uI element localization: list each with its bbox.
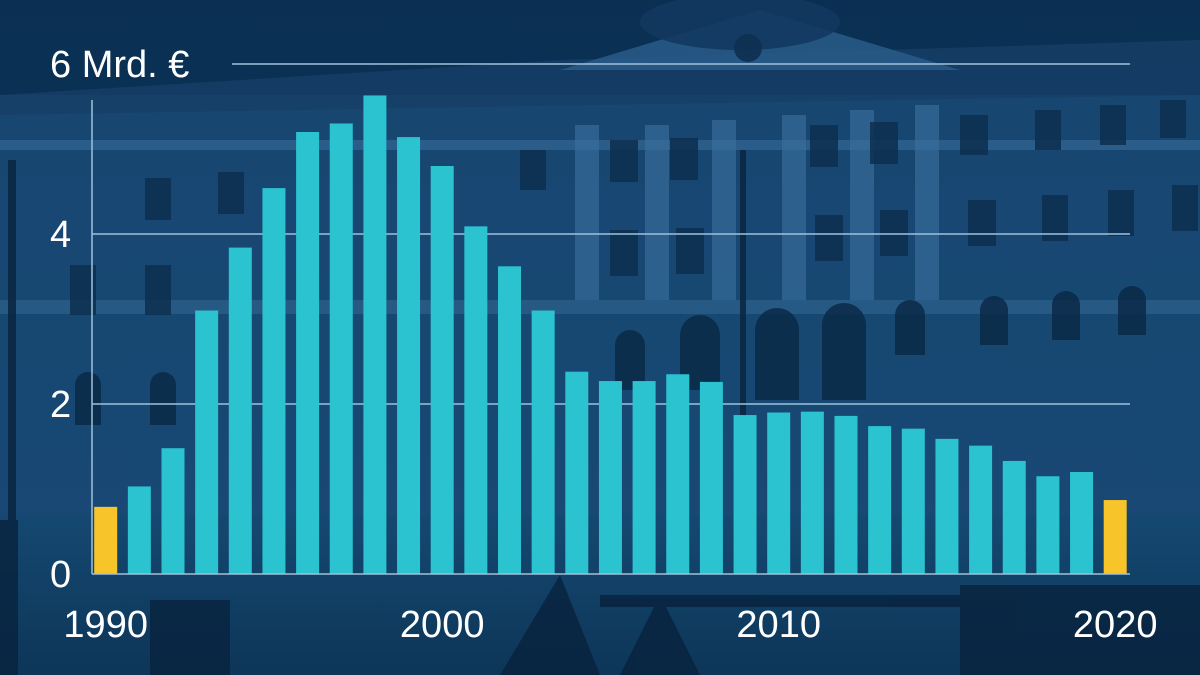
bar-1993 — [195, 310, 219, 574]
bar-2007 — [666, 374, 690, 574]
bar-2000 — [430, 166, 454, 574]
bar-2001 — [464, 226, 488, 574]
bar-1998 — [363, 95, 387, 574]
bar-2019 — [1070, 472, 1094, 574]
bar-2010 — [767, 412, 791, 574]
y-tick-label-6: 6 Mrd. € — [50, 44, 189, 86]
bar-1990 — [94, 506, 118, 574]
y-tick-label-4: 4 — [50, 214, 71, 256]
x-tick-label-2010: 2010 — [736, 604, 821, 646]
bar-2008 — [699, 381, 723, 574]
bar-2003 — [531, 310, 555, 574]
x-tick-label-2020: 2020 — [1073, 604, 1158, 646]
axes — [91, 100, 1130, 575]
bar-2012 — [834, 415, 858, 574]
bar-1999 — [397, 137, 421, 574]
bar-2002 — [498, 266, 521, 574]
bar-2014 — [901, 428, 925, 574]
bar-2013 — [868, 426, 892, 574]
bar-2018 — [1036, 476, 1060, 574]
tick-labels: 0 2 4 6 Mrd. € 1990 2000 2010 2020 — [50, 44, 1157, 646]
y-tick-label-2: 2 — [50, 384, 71, 426]
bar-2017 — [1002, 460, 1026, 574]
bar-2006 — [632, 381, 656, 574]
bar-2015 — [935, 438, 959, 574]
bar-1996 — [296, 132, 320, 574]
bar-2011 — [800, 411, 824, 574]
bar-1992 — [161, 448, 185, 574]
bar-1991 — [127, 486, 151, 574]
bar-1994 — [228, 247, 252, 574]
x-tick-label-1990: 1990 — [63, 604, 148, 646]
bar-1995 — [262, 188, 286, 574]
bar-2020 — [1103, 500, 1127, 574]
y-tick-label-0: 0 — [50, 554, 71, 596]
bar-2004 — [565, 371, 589, 574]
bar-2005 — [598, 381, 622, 574]
bar-2016 — [969, 445, 993, 574]
bar-2009 — [733, 415, 757, 574]
bar-1997 — [329, 123, 353, 574]
x-tick-label-2000: 2000 — [400, 604, 485, 646]
bars — [94, 95, 1127, 574]
